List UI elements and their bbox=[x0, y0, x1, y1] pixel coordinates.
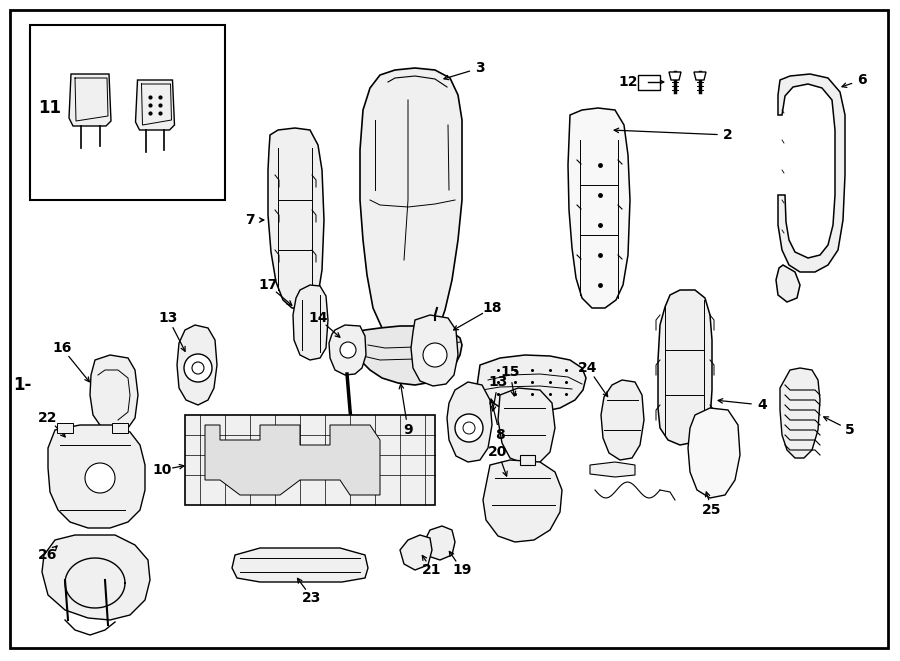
Polygon shape bbox=[69, 74, 111, 126]
Circle shape bbox=[423, 343, 447, 367]
Text: 13: 13 bbox=[489, 375, 508, 389]
Polygon shape bbox=[48, 425, 145, 528]
Text: 22: 22 bbox=[38, 411, 58, 425]
Polygon shape bbox=[477, 355, 586, 412]
Text: 11: 11 bbox=[39, 99, 61, 117]
Polygon shape bbox=[568, 108, 630, 308]
Polygon shape bbox=[424, 526, 455, 560]
Text: 7: 7 bbox=[245, 213, 255, 227]
Text: 23: 23 bbox=[302, 591, 321, 605]
Circle shape bbox=[463, 422, 475, 434]
Text: 5: 5 bbox=[845, 423, 855, 437]
Polygon shape bbox=[293, 285, 328, 360]
Polygon shape bbox=[447, 382, 492, 462]
Text: 14: 14 bbox=[308, 311, 328, 325]
Text: 16: 16 bbox=[52, 341, 72, 355]
Polygon shape bbox=[360, 68, 462, 342]
Text: 9: 9 bbox=[403, 423, 413, 437]
Polygon shape bbox=[400, 535, 432, 570]
Bar bbox=[185, 415, 435, 505]
Polygon shape bbox=[638, 75, 660, 90]
Text: 20: 20 bbox=[489, 445, 508, 459]
Polygon shape bbox=[658, 290, 712, 445]
Polygon shape bbox=[694, 72, 706, 80]
Polygon shape bbox=[42, 535, 150, 620]
Text: 15: 15 bbox=[500, 365, 520, 379]
Polygon shape bbox=[90, 355, 138, 432]
Polygon shape bbox=[355, 326, 462, 385]
Polygon shape bbox=[669, 72, 681, 80]
Polygon shape bbox=[498, 388, 555, 464]
Circle shape bbox=[184, 354, 212, 382]
Polygon shape bbox=[232, 548, 368, 582]
Text: 21: 21 bbox=[422, 563, 442, 577]
Circle shape bbox=[192, 362, 204, 374]
Polygon shape bbox=[57, 423, 73, 433]
Circle shape bbox=[85, 463, 115, 493]
Text: 24: 24 bbox=[578, 361, 598, 375]
Polygon shape bbox=[776, 265, 800, 302]
Text: 3: 3 bbox=[475, 61, 485, 75]
Polygon shape bbox=[778, 74, 845, 272]
Text: 12: 12 bbox=[618, 75, 638, 89]
Polygon shape bbox=[520, 455, 535, 465]
Polygon shape bbox=[329, 325, 366, 375]
Polygon shape bbox=[590, 462, 635, 477]
Text: 17: 17 bbox=[258, 278, 278, 292]
Text: 19: 19 bbox=[453, 563, 472, 577]
Text: 6: 6 bbox=[857, 73, 867, 87]
Polygon shape bbox=[205, 425, 380, 495]
Text: 26: 26 bbox=[39, 548, 58, 562]
Text: 4: 4 bbox=[757, 398, 767, 412]
Text: 2: 2 bbox=[723, 128, 733, 142]
Text: 13: 13 bbox=[158, 311, 177, 325]
Text: 18: 18 bbox=[482, 301, 502, 315]
Polygon shape bbox=[483, 460, 562, 542]
Polygon shape bbox=[177, 325, 217, 405]
Circle shape bbox=[455, 414, 483, 442]
Polygon shape bbox=[268, 128, 324, 308]
Bar bbox=[30, 25, 225, 200]
Text: 10: 10 bbox=[152, 463, 172, 477]
Polygon shape bbox=[136, 80, 175, 130]
Text: 8: 8 bbox=[495, 428, 505, 442]
Polygon shape bbox=[780, 368, 820, 458]
Polygon shape bbox=[411, 315, 458, 386]
Polygon shape bbox=[112, 423, 128, 433]
Polygon shape bbox=[601, 380, 644, 460]
Circle shape bbox=[340, 342, 356, 358]
Text: 1-: 1- bbox=[13, 376, 32, 394]
Text: 25: 25 bbox=[702, 503, 722, 517]
Polygon shape bbox=[688, 408, 740, 498]
